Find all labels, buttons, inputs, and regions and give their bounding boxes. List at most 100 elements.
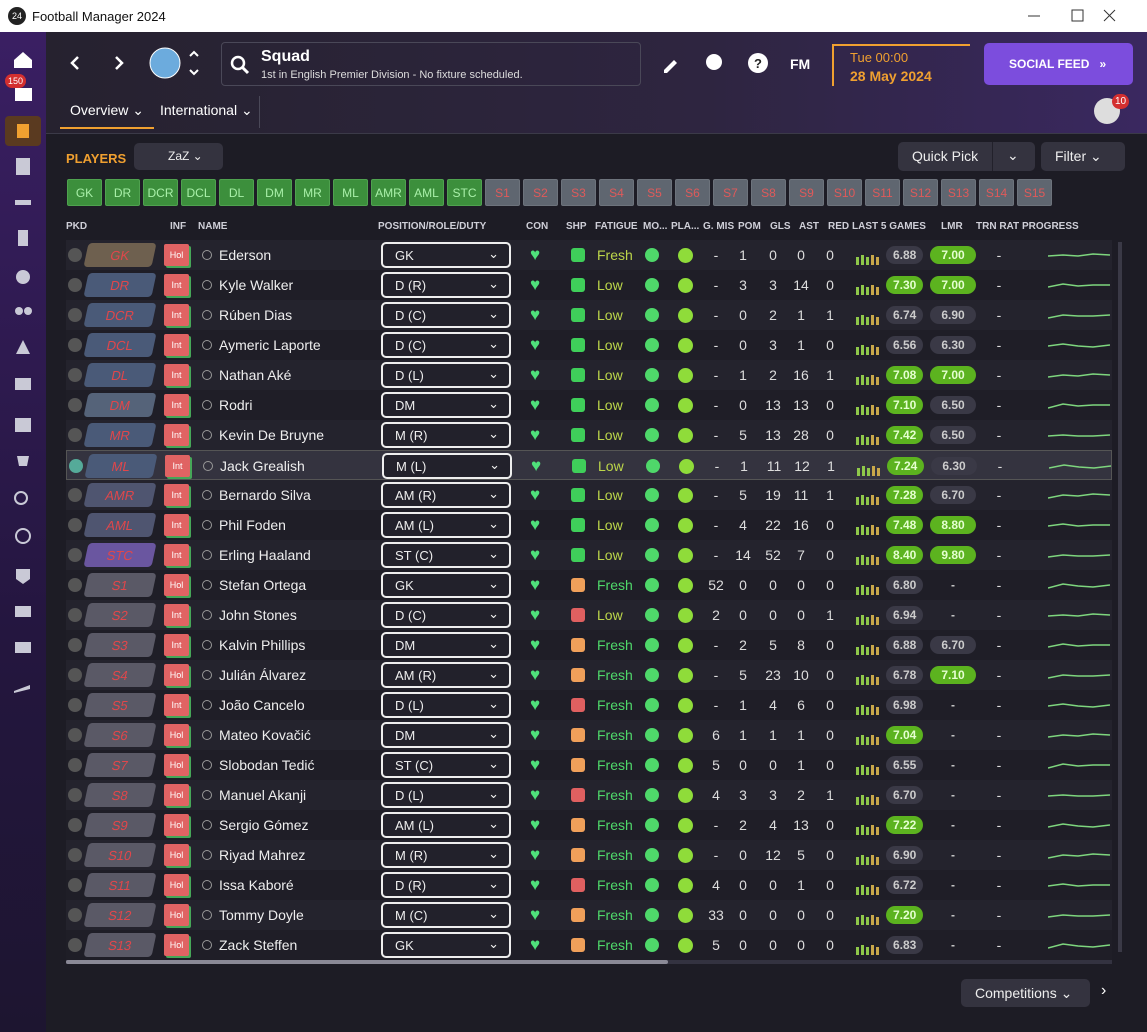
position-button[interactable]: DCL [181, 179, 216, 206]
player-row[interactable]: S4 Hol Julián Álvarez AM (R) ⌄ ♥ Fresh - 5 23 10 0 6… [66, 660, 1112, 690]
pkd-badge[interactable]: S2 [83, 603, 157, 627]
player-name[interactable]: Issa Kaboré [219, 877, 294, 893]
position-button[interactable]: AML [409, 179, 444, 206]
player-row[interactable]: S12 Hol Tommy Doyle M (C) ⌄ ♥ Fresh 33 0 0 0 0 7.20 -… [66, 900, 1112, 930]
position-button[interactable]: AMR [371, 179, 406, 206]
position-dropdown[interactable]: AM (L) ⌄ [381, 812, 511, 838]
position-dropdown[interactable]: D (C) ⌄ [381, 602, 511, 628]
position-button[interactable]: S6 [675, 179, 710, 206]
filter-button[interactable]: Filter ⌄ [1041, 142, 1125, 171]
column-header[interactable]: G. MIS [703, 221, 735, 232]
pkd-badge[interactable]: DL [83, 363, 157, 387]
position-button[interactable]: DCR [143, 179, 178, 206]
pkd-badge[interactable]: S3 [83, 633, 157, 657]
position-dropdown[interactable]: M (L) ⌄ [382, 453, 512, 479]
position-button[interactable]: STC [447, 179, 482, 206]
column-header[interactable]: INF [170, 221, 187, 232]
player-name[interactable]: Sergio Gómez [219, 817, 309, 833]
player-name[interactable]: Tommy Doyle [219, 907, 304, 923]
position-button[interactable]: GK [67, 179, 102, 206]
position-dropdown[interactable]: DM ⌄ [381, 722, 511, 748]
pkd-badge[interactable]: S12 [83, 903, 157, 927]
pkd-badge[interactable]: AMR [83, 483, 157, 507]
player-name[interactable]: Mateo Kovačić [219, 727, 311, 743]
pkd-badge[interactable]: S11 [83, 873, 157, 897]
position-button[interactable]: S11 [865, 179, 900, 206]
column-header[interactable]: POSITION/ROLE/DUTY [378, 221, 487, 232]
position-dropdown[interactable]: D (C) ⌄ [381, 332, 511, 358]
search-box[interactable]: Squad 1st in English Premier Division - … [221, 42, 641, 86]
tab[interactable]: International ⌄ [160, 102, 253, 118]
player-row[interactable]: AML Int Phil Foden AM (L) ⌄ ♥ Low - 4 22 16 0 7.48 8.… [66, 510, 1112, 540]
position-button[interactable]: S3 [561, 179, 596, 206]
pkd-badge[interactable]: DCL [83, 333, 157, 357]
position-button[interactable]: S2 [523, 179, 558, 206]
position-button[interactable]: S13 [941, 179, 976, 206]
player-name[interactable]: Kevin De Bruyne [219, 427, 325, 443]
player-name[interactable]: Rodri [219, 397, 253, 413]
pkd-badge[interactable]: S10 [83, 843, 157, 867]
player-name[interactable]: Phil Foden [219, 517, 286, 533]
pkd-badge[interactable]: S9 [83, 813, 157, 837]
view-selector[interactable]: ZaZ ⌄ [134, 143, 223, 170]
player-row[interactable]: S5 Int João Cancelo D (L) ⌄ ♥ Fresh - 1 4 6 0 6.98 - - [66, 690, 1112, 720]
player-name[interactable]: Kyle Walker [219, 277, 294, 293]
position-dropdown[interactable]: ST (C) ⌄ [381, 752, 511, 778]
player-name[interactable]: Aymeric Laporte [219, 337, 321, 353]
position-dropdown[interactable]: M (R) ⌄ [381, 842, 511, 868]
player-name[interactable]: Manuel Akanji [219, 787, 307, 803]
social-feed-button[interactable]: SOCIAL FEED» [984, 43, 1133, 85]
player-name[interactable]: Nathan Aké [219, 367, 292, 383]
sidebar-icons[interactable] [0, 32, 46, 712]
position-button[interactable]: S9 [789, 179, 824, 206]
position-dropdown[interactable]: ST (C) ⌄ [381, 542, 511, 568]
column-header[interactable]: TRN RAT [976, 221, 1020, 232]
pkd-badge[interactable]: S7 [83, 753, 157, 777]
position-button[interactable]: S14 [979, 179, 1014, 206]
player-row[interactable]: AMR Int Bernardo Silva AM (R) ⌄ ♥ Low -5 19 11 1 7.… [66, 480, 1112, 510]
player-name[interactable]: Kalvin Phillips [219, 637, 306, 653]
player-name[interactable]: Slobodan Tedić [219, 757, 315, 773]
pkd-badge[interactable]: S1 [83, 573, 157, 597]
position-dropdown[interactable]: GK ⌄ [381, 572, 511, 598]
position-dropdown[interactable]: D (R) ⌄ [381, 272, 511, 298]
fm-button[interactable]: FM [790, 56, 811, 72]
player-row[interactable]: S11 Hol Issa Kaboré D (R) ⌄ ♥ Fresh 4 0 0 1 0 6.72 - - [66, 870, 1112, 900]
position-button[interactable]: S8 [751, 179, 786, 206]
player-row[interactable]: S7 Hol Slobodan Tedić ST (C) ⌄ ♥ Fresh 5 0 0 1 0 6.5… [66, 750, 1112, 780]
position-dropdown[interactable]: D (L) ⌄ [381, 362, 511, 388]
position-button[interactable]: MR [295, 179, 330, 206]
player-row[interactable]: S1 Hol Stefan Ortega GK ⌄ ♥ Fresh 52 0 0 0 0 6.80 - - [66, 570, 1112, 600]
column-header[interactable]: LMR [941, 221, 963, 232]
column-header[interactable]: MO... [643, 221, 668, 232]
pkd-badge[interactable]: GK [83, 243, 157, 267]
player-row[interactable]: S8 Hol Manuel Akanji D (L) ⌄ ♥ Fresh 4 3 3 2 1 6.70 -… [66, 780, 1112, 810]
position-dropdown[interactable]: AM (R) ⌄ [381, 482, 511, 508]
position-button[interactable]: S1 [485, 179, 520, 206]
tool-icons[interactable]: ? [658, 50, 768, 78]
column-header[interactable]: PLA... [671, 221, 700, 232]
window-controls[interactable] [1020, 0, 1147, 32]
player-row[interactable]: DL Int Nathan Aké D (L) ⌄ ♥ Low - 1 2 16 1 7.08 7.00 - [66, 360, 1112, 390]
competitions-button[interactable]: Competitions ⌄ [961, 979, 1090, 1007]
position-button[interactable]: DR [105, 179, 140, 206]
pkd-badge[interactable]: STC [83, 543, 157, 567]
position-button[interactable]: DL [219, 179, 254, 206]
position-dropdown[interactable]: GK ⌄ [381, 242, 511, 268]
position-button[interactable]: S10 [827, 179, 862, 206]
column-header[interactable]: FATIGUE [595, 221, 638, 232]
pkd-badge[interactable]: DM [83, 393, 157, 417]
column-header[interactable]: LAST 5 GAMES [852, 221, 926, 232]
nav-controls[interactable] [46, 32, 226, 92]
player-row[interactable]: GK Hol Ederson GK ⌄ ♥ Fresh - 1 0 0 0 6.88 7.00 - [66, 240, 1112, 270]
column-header[interactable]: GLS [770, 221, 791, 232]
player-name[interactable]: Rúben Dias [219, 307, 293, 323]
column-header[interactable]: NAME [198, 221, 228, 232]
position-dropdown[interactable]: D (L) ⌄ [381, 692, 511, 718]
position-dropdown[interactable]: AM (L) ⌄ [381, 512, 511, 538]
pkd-badge[interactable]: AML [83, 513, 157, 537]
column-header[interactable]: PROGRESS [1022, 221, 1079, 232]
pkd-badge[interactable]: ML [84, 454, 158, 478]
player-row[interactable]: S2 Int John Stones D (C) ⌄ ♥ Low 2 0 0 0 1 6.94 - - [66, 600, 1112, 630]
position-dropdown[interactable]: D (C) ⌄ [381, 302, 511, 328]
